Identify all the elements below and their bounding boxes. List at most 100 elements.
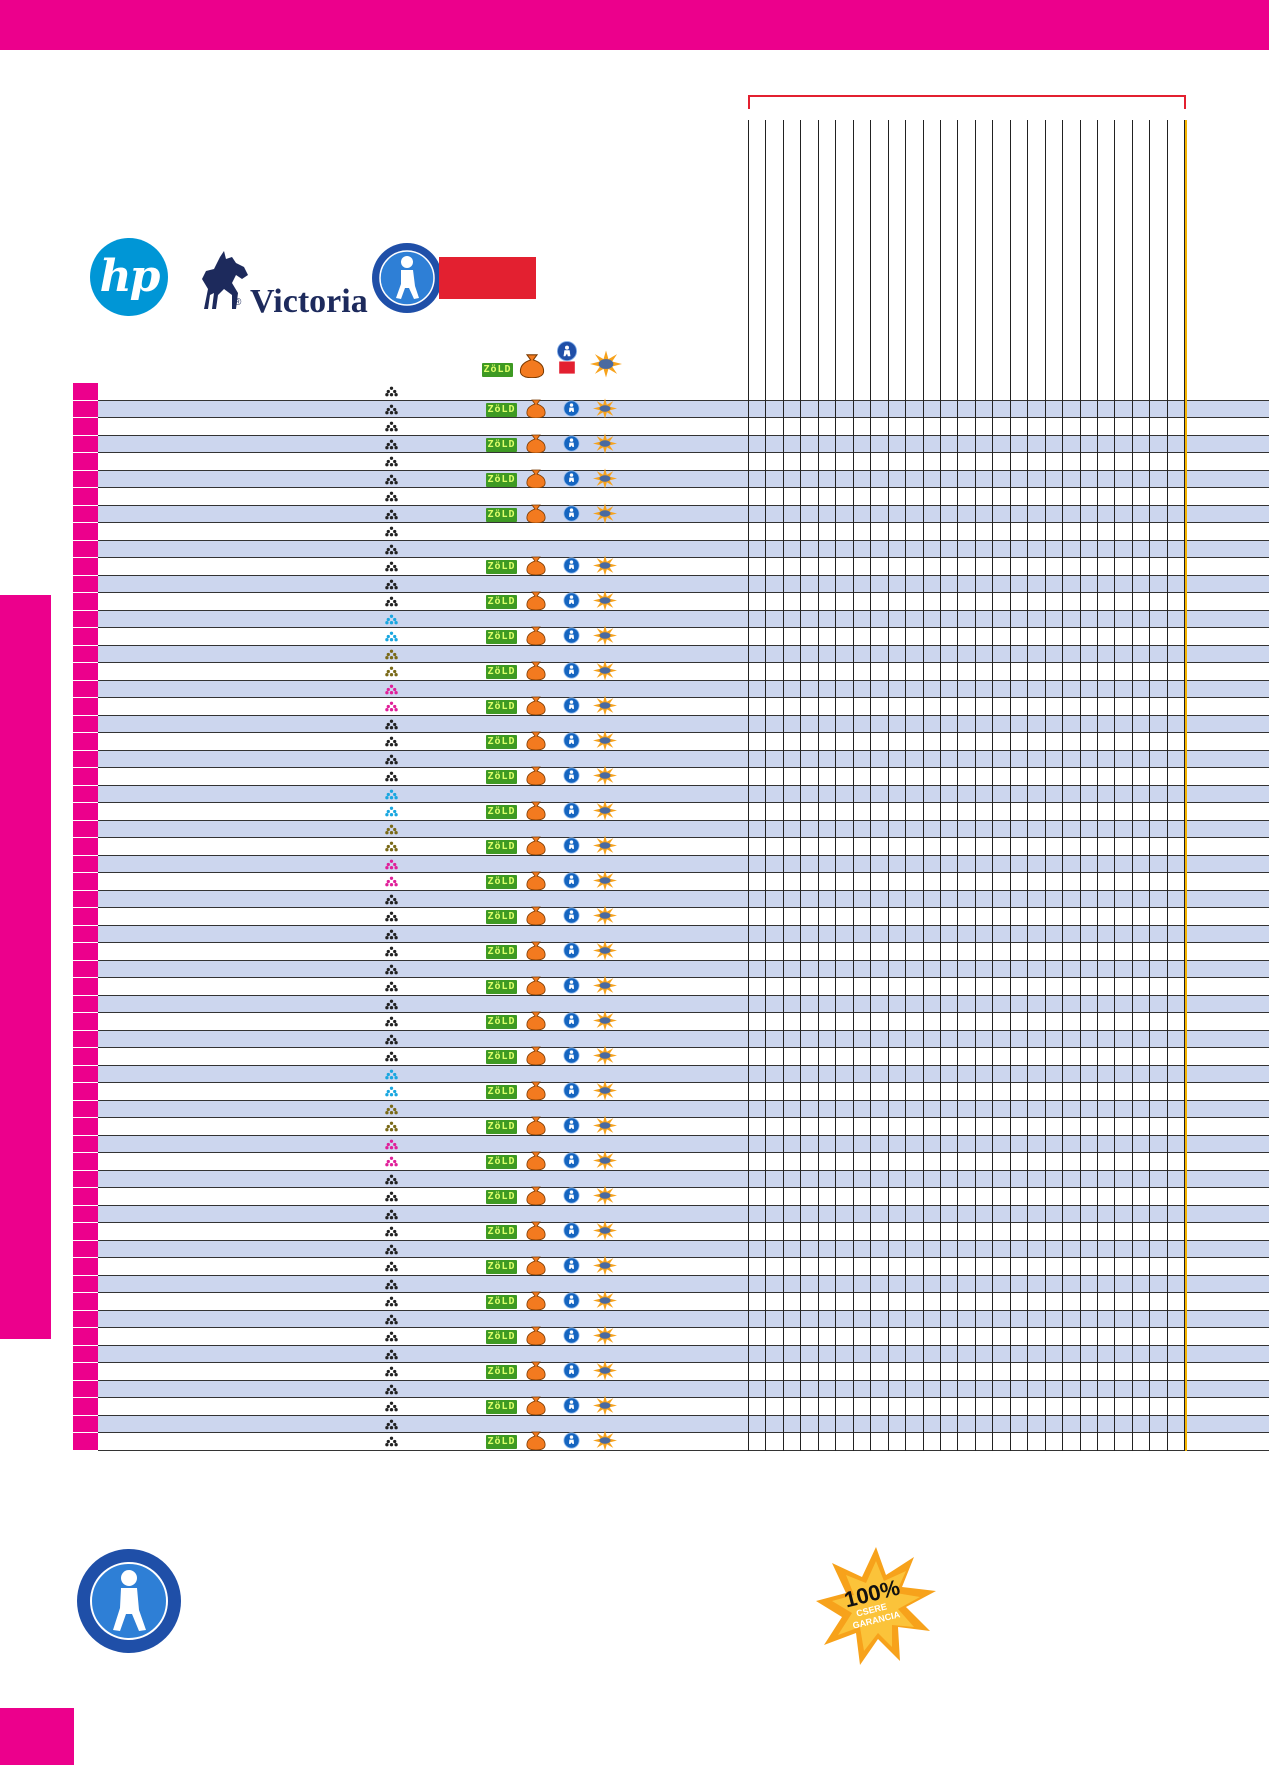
hp-logo: hp: [90, 238, 168, 316]
kid-badge-icon: [563, 592, 580, 609]
ink-dots-icon: [385, 789, 398, 799]
kid-badge-icon: [563, 557, 580, 574]
kid-badge-icon: [563, 469, 580, 487]
row-marker: [73, 1345, 98, 1363]
ink-dots-icon: [385, 631, 398, 642]
row-body: [98, 785, 1269, 803]
zold-icon: ZöLD: [486, 910, 517, 924]
money-bag-icon: [526, 1256, 546, 1275]
row-body: [98, 803, 1269, 821]
row-body: [98, 645, 1269, 663]
row-marker: [73, 1153, 98, 1171]
ink-dots-icon: [385, 526, 398, 537]
kid-badge-icon: [563, 872, 580, 889]
grid-column-line: [800, 120, 802, 1451]
row-body: [98, 1433, 1269, 1451]
table-row: ZöLD: [73, 1115, 1269, 1136]
row-body: [98, 1205, 1269, 1223]
row-body: [98, 1275, 1269, 1293]
row-marker: [73, 1100, 98, 1118]
row-body: [98, 1048, 1269, 1066]
zold-icon: ZöLD: [486, 1155, 517, 1169]
row-body: [98, 978, 1269, 996]
row-marker: [73, 855, 98, 873]
guarantee-badge: 100% CSERE GARANCIA: [816, 1547, 936, 1665]
zold-icon: ZöLD: [486, 805, 517, 819]
kid-badge-icon: [563, 399, 580, 417]
starburst-icon: [593, 870, 617, 891]
row-body: [98, 1258, 1269, 1276]
row-marker: [73, 1398, 98, 1416]
grid-column-line: [1131, 120, 1133, 1451]
row-marker: [73, 1258, 98, 1276]
zold-icon: ZöLD: [486, 1435, 517, 1449]
table-row: [73, 890, 1269, 908]
kid-badge-icon: [563, 1082, 580, 1099]
grid-column-line: [1062, 120, 1064, 1451]
table-row: [73, 488, 1269, 506]
column-group-bracket: [748, 95, 1186, 109]
ink-dots-icon: [385, 1034, 398, 1044]
table-row: ZöLD: [73, 625, 1269, 646]
grid-column-line: [1114, 120, 1116, 1451]
row-marker: [73, 768, 98, 786]
grid-column-line: [905, 120, 907, 1451]
starburst-icon: [593, 800, 617, 821]
table-row: [73, 1135, 1269, 1153]
table-row: [73, 750, 1269, 768]
zold-icon: ZöLD: [486, 402, 517, 417]
row-marker: [73, 453, 98, 471]
row-body: [98, 1013, 1269, 1031]
table-row: [73, 855, 1269, 873]
table-row: ZöLD: [73, 1395, 1269, 1416]
grid-column-line: [852, 120, 854, 1451]
money-bag-icon: [526, 871, 546, 890]
table-row: ZöLD: [73, 870, 1269, 891]
table-row: [73, 820, 1269, 838]
money-bag-icon: [526, 976, 546, 995]
starburst-icon: [593, 660, 617, 681]
row-marker: [73, 1328, 98, 1346]
kid-badge-icon: [563, 1362, 580, 1379]
side-accent-bar: [0, 595, 51, 1339]
zold-icon: ZöLD: [486, 1225, 517, 1239]
row-marker: [73, 838, 98, 856]
table-row: ZöLD: [73, 555, 1269, 576]
row-body: [98, 1398, 1269, 1416]
starburst-icon: [593, 1290, 617, 1311]
ink-dots-icon: [385, 1279, 398, 1289]
starburst-icon: [593, 555, 617, 576]
kid-badge-icon: [563, 1257, 580, 1274]
row-body: [98, 418, 1269, 436]
ink-dots-icon: [385, 824, 398, 834]
row-marker: [73, 1275, 98, 1293]
ink-dots-icon: [385, 404, 398, 414]
ink-dots-icon: [385, 701, 398, 712]
table-row: ZöLD: [73, 765, 1269, 786]
starburst-icon: [593, 502, 617, 524]
ink-dots-icon: [385, 386, 398, 397]
kid-badge-icon: [563, 802, 580, 819]
row-body: [98, 593, 1269, 611]
row-body: [98, 1153, 1269, 1171]
zold-icon: ZöLD: [486, 700, 517, 714]
row-marker: [73, 1170, 98, 1188]
grid-column-line: [1149, 120, 1151, 1451]
row-marker: [73, 505, 98, 523]
ink-dots-icon: [385, 981, 398, 992]
starburst-icon: [593, 835, 617, 856]
ink-dots-icon: [385, 1401, 398, 1412]
money-bag-icon: [526, 661, 546, 680]
row-body: [98, 1380, 1269, 1398]
ink-dots-icon: [385, 754, 398, 764]
kid-badge-icon: [563, 732, 580, 749]
money-bag-icon: [526, 1116, 546, 1135]
row-body: [98, 680, 1269, 698]
table-row: [73, 645, 1269, 663]
row-body: [98, 610, 1269, 628]
table-row: ZöLD: [73, 1255, 1269, 1276]
money-bag-icon: [526, 1081, 546, 1100]
row-body: [98, 715, 1269, 733]
starburst-icon: [593, 467, 617, 489]
ink-dots-icon: [385, 894, 398, 904]
